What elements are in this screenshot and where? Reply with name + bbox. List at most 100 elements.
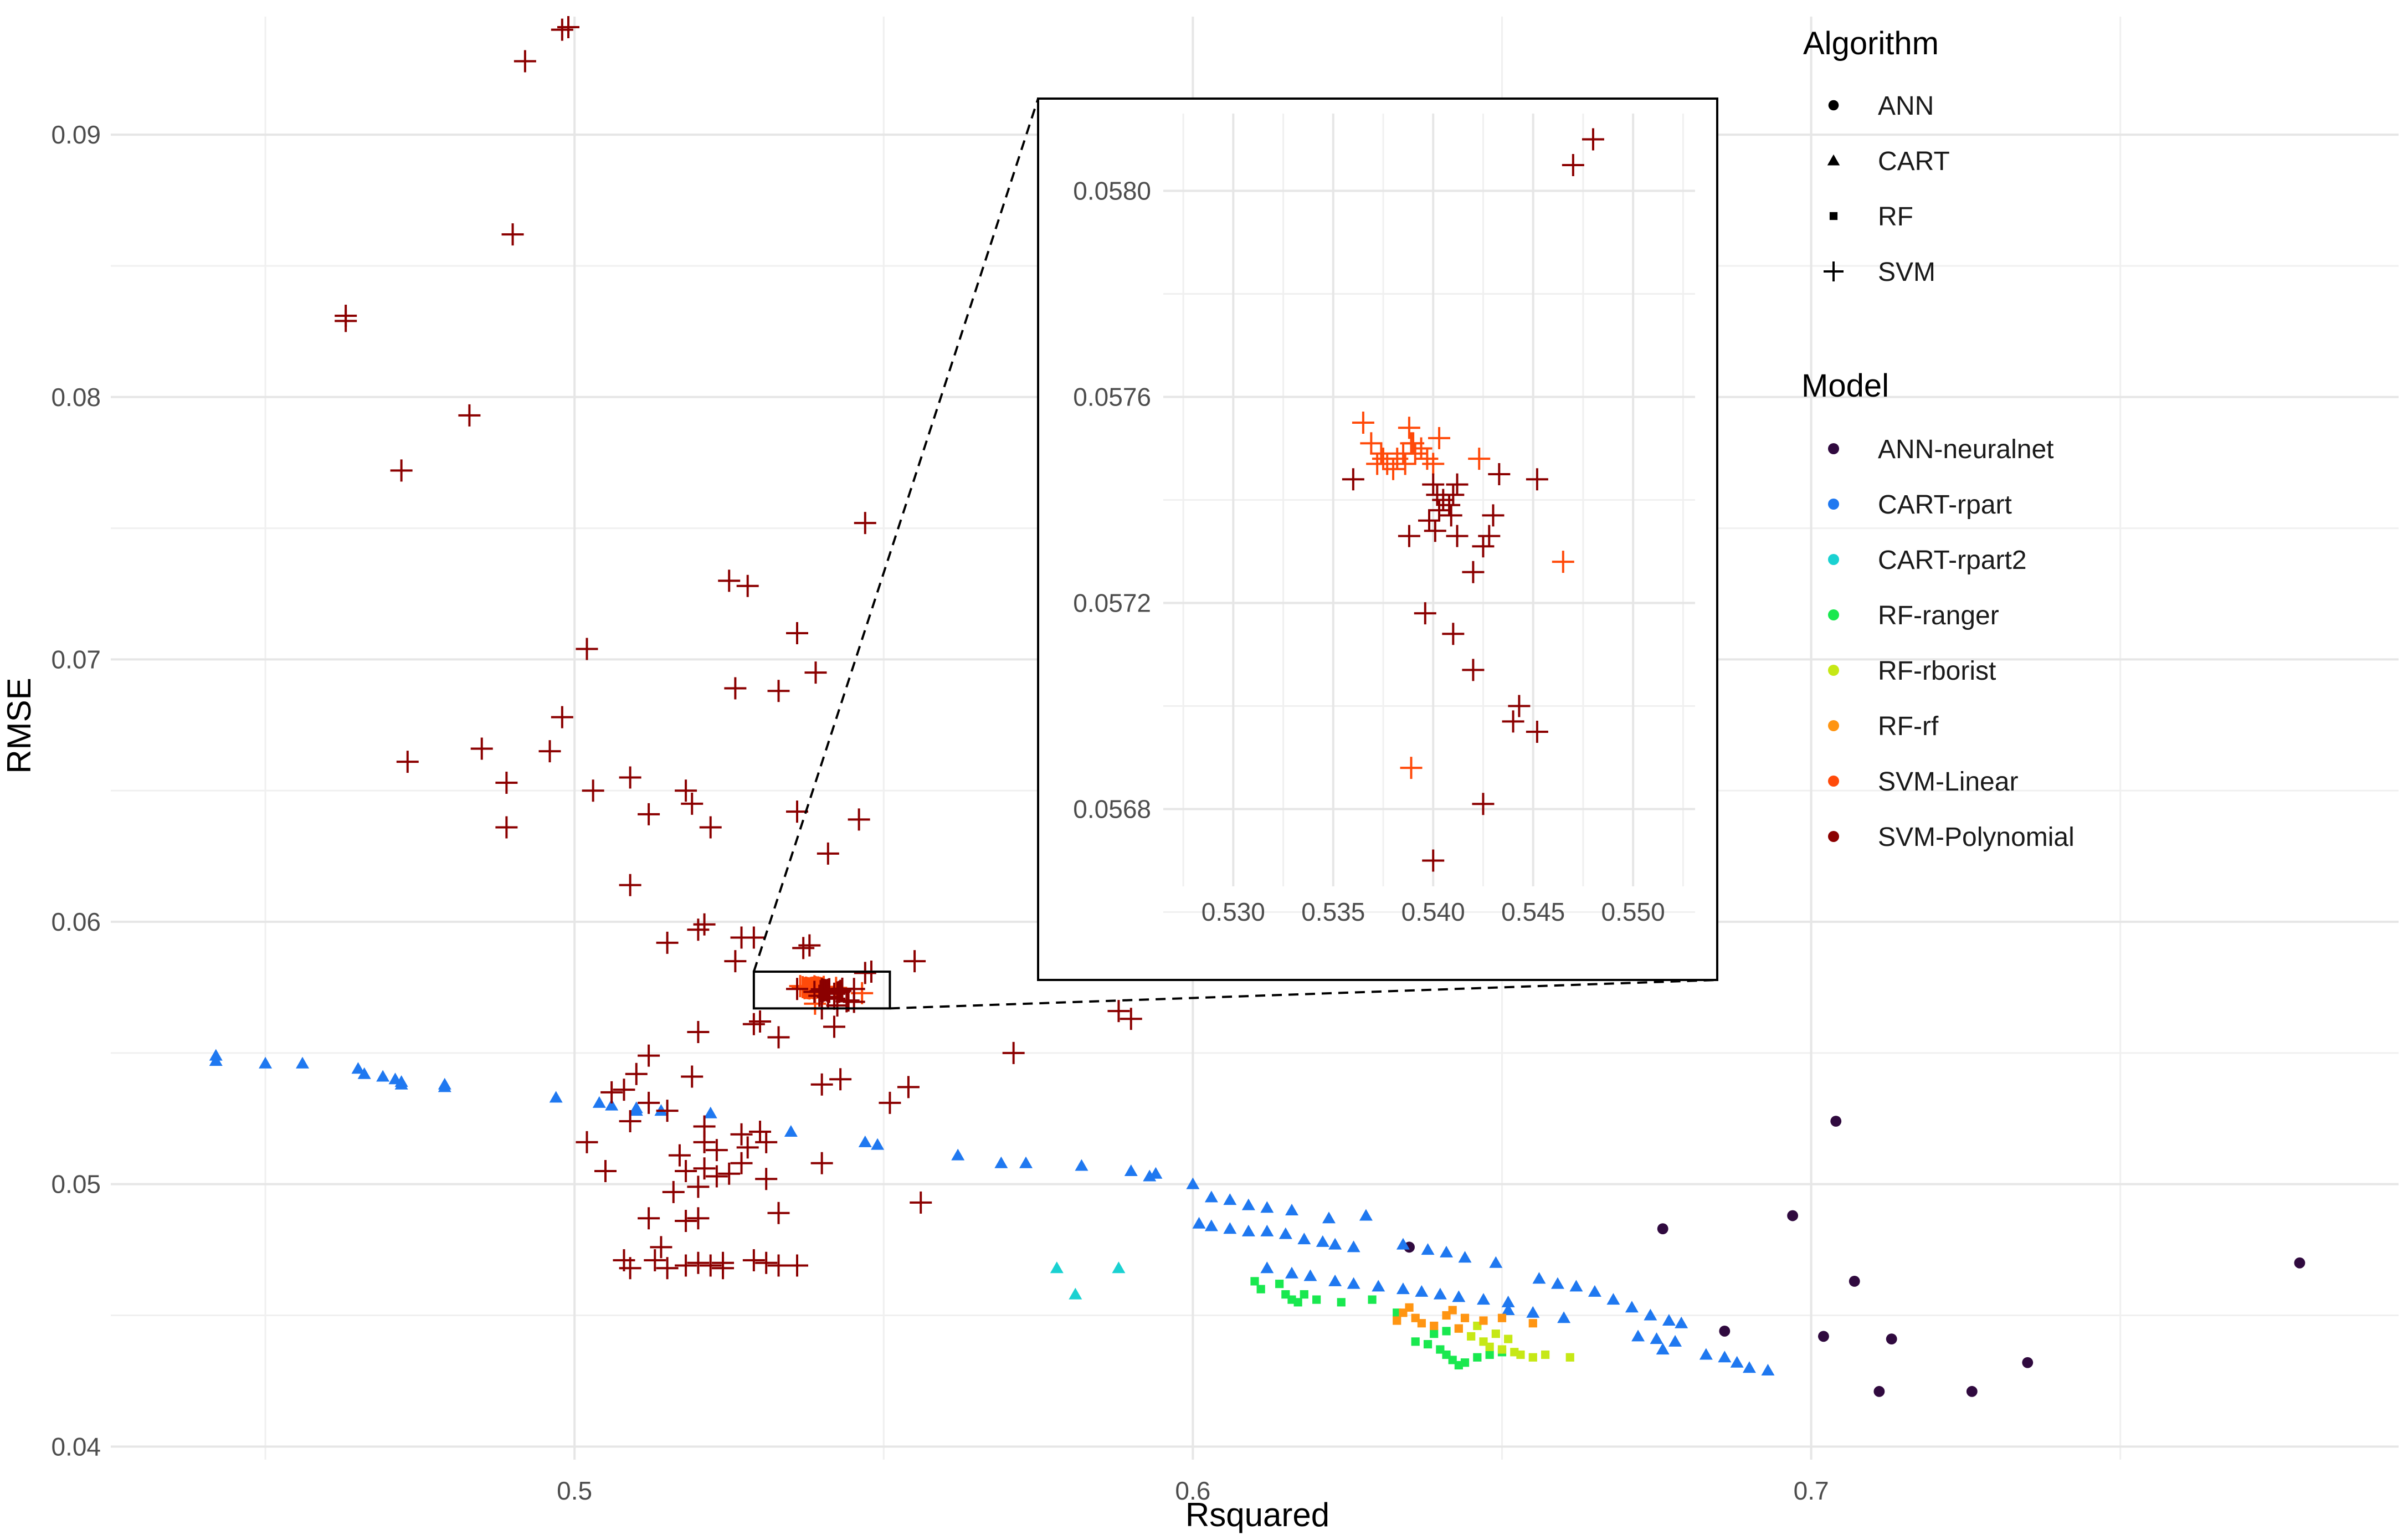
legend-model-title: Model: [1801, 368, 1889, 404]
data-point: [1452, 1290, 1466, 1302]
data-point: [1312, 1295, 1321, 1304]
inset-data-point: [1438, 494, 1461, 516]
data-point: [1393, 1316, 1401, 1325]
data-point: [705, 1139, 728, 1162]
data-point: [1477, 1293, 1490, 1305]
legend-model-label: CART-rpart2: [1878, 546, 2027, 575]
data-point: [1415, 1285, 1429, 1297]
inset-y-axis-ticks: 0.0568 0.0572 0.0576 0.0580: [1073, 177, 1151, 824]
legend-algorithm-label: SVM: [1878, 258, 1935, 287]
data-point: [804, 661, 827, 684]
inset-y-tick-label: 0.0568: [1073, 795, 1151, 824]
data-point: [1565, 1353, 1574, 1362]
x-tick-label: 0.5: [557, 1476, 592, 1505]
data-point: [1489, 1256, 1503, 1268]
zoom-connector-line-bottom: [890, 979, 1718, 1010]
data-point: [675, 1160, 697, 1182]
inset-data-point: [1398, 525, 1420, 547]
data-point: [1204, 1219, 1218, 1231]
data-point: [668, 1144, 691, 1167]
data-point: [693, 913, 716, 936]
inset-data-point: [1462, 561, 1485, 583]
inset-data-point: [1472, 793, 1495, 815]
data-point: [1260, 1201, 1274, 1213]
legend-model-key-svm-linear: [1828, 776, 1839, 787]
data-point: [687, 918, 710, 941]
data-point: [1279, 1227, 1292, 1239]
data-point: [730, 1123, 753, 1146]
data-point: [1396, 1238, 1410, 1250]
data-point: [749, 1010, 772, 1033]
data-point: [619, 1110, 641, 1133]
data-point: [1541, 1350, 1550, 1359]
data-point: [705, 1165, 728, 1188]
data-point: [656, 1100, 679, 1122]
data-point: [903, 950, 926, 973]
inset-data-point: [1526, 468, 1548, 491]
legend-model-key-rf-rborist: [1828, 665, 1839, 676]
data-point: [1396, 1282, 1410, 1295]
series-cart-rpart2: [1050, 1261, 1126, 1300]
inset-data-point: [1404, 442, 1426, 465]
x-tick-label: 0.6: [1175, 1476, 1210, 1505]
data-point: [1719, 1325, 1731, 1337]
data-point: [767, 1202, 790, 1224]
inset-data-point: [1400, 757, 1423, 779]
inset-data-point: [1360, 432, 1383, 455]
data-point: [1430, 1329, 1439, 1338]
inset-data-point: [1424, 520, 1446, 542]
inset-data-point: [1428, 427, 1451, 449]
data-point: [736, 574, 759, 597]
data-point: [1817, 1331, 1829, 1342]
y-tick-label: 0.05: [51, 1170, 101, 1199]
inset-data-point: [1422, 453, 1445, 475]
data-point: [810, 1073, 833, 1096]
data-point: [351, 1062, 365, 1074]
data-point: [625, 1062, 648, 1085]
inset-y-tick-label: 0.0580: [1073, 177, 1151, 206]
data-point: [1112, 1261, 1126, 1274]
inset-x-tick-label: 0.545: [1501, 897, 1565, 926]
data-point: [1501, 1295, 1515, 1307]
data-point: [1293, 1298, 1302, 1307]
data-point: [1019, 1156, 1033, 1168]
legend-model-label: ANN-neuralnet: [1878, 435, 2053, 464]
data-point: [767, 680, 790, 702]
data-point: [551, 706, 573, 728]
inset-x-tick-label: 0.530: [1202, 897, 1265, 926]
data-point: [1359, 1209, 1373, 1221]
data-point: [1186, 1177, 1200, 1189]
legend-model-label: SVM-Linear: [1878, 767, 2018, 797]
data-point: [1491, 1329, 1500, 1338]
data-point: [1285, 1266, 1298, 1279]
data-point: [755, 1251, 778, 1274]
data-point: [600, 1081, 623, 1103]
data-point: [786, 622, 808, 645]
inset-points: [1342, 128, 1604, 872]
data-point: [1368, 1295, 1377, 1304]
legend-algorithm-title: Algorithm: [1803, 25, 1939, 61]
data-point: [1479, 1316, 1488, 1325]
data-point: [687, 1020, 710, 1043]
legend-model-label: RF-rf: [1878, 712, 1939, 741]
data-point: [1411, 1337, 1420, 1346]
data-point: [681, 792, 704, 815]
data-point: [829, 1068, 852, 1091]
data-point: [1528, 1353, 1537, 1362]
data-point: [1192, 1216, 1206, 1229]
inset-data-point: [1462, 659, 1485, 681]
data-point: [767, 1026, 790, 1049]
main-x-axis-ticks: 0.5 0.6 0.7: [557, 1476, 1829, 1505]
data-point: [786, 800, 808, 823]
inset-data-point: [1488, 463, 1511, 485]
inset-background: [1038, 99, 1717, 980]
legend-algorithm-key-cart: [1827, 154, 1840, 166]
data-point: [724, 950, 747, 973]
inset-data-point: [1414, 602, 1436, 625]
data-point: [390, 459, 413, 482]
legend-model: Model ANN-neuralnet CART-rpart CART-rpart2…: [1801, 368, 2075, 852]
data-point: [1528, 1319, 1537, 1328]
inset-data-point: [1372, 448, 1394, 470]
inset-y-tick-label: 0.0572: [1073, 589, 1151, 618]
